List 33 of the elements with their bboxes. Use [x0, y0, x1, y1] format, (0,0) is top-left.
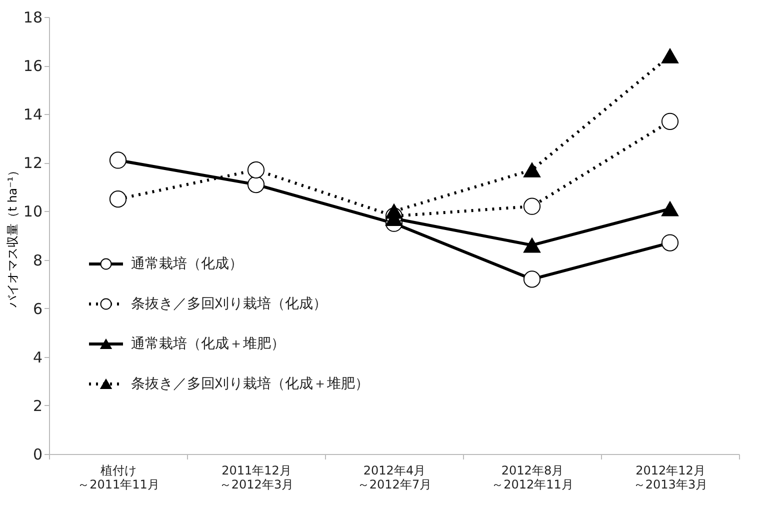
point [523, 198, 541, 215]
y-tick-label: 6 [32, 300, 42, 318]
y-tick-label: 16 [23, 57, 42, 76]
x-tick-label: 植付け～2011年11月 [78, 464, 160, 492]
point [661, 201, 679, 216]
y-tick-label: 14 [23, 106, 42, 124]
point [661, 112, 679, 130]
y-tick-label: 12 [23, 154, 42, 172]
point [523, 238, 541, 253]
point [661, 234, 679, 252]
point [661, 48, 679, 64]
point [247, 176, 265, 194]
y-axis-title: バイオマス収量（t ha⁻¹） [5, 164, 20, 308]
x-tick-label: 2012年4月～2012年7月 [357, 464, 432, 492]
legend-label: 条抜き／多回刈り栽培（化成＋堆肥） [131, 376, 369, 392]
point [109, 190, 127, 208]
legend-label: 通常栽培（化成） [131, 256, 243, 272]
point [523, 270, 541, 288]
legend-label: 条抜き／多回刈り栽培（化成） [131, 296, 327, 312]
y-tick-label: 18 [23, 8, 42, 26]
legend-label: 通常栽培（化成＋堆肥） [131, 336, 285, 352]
y-tick-label: 10 [23, 202, 42, 221]
x-tick-label: 2012年12月～2013年3月 [633, 464, 708, 492]
point [247, 161, 265, 178]
y-tick-label: 4 [32, 348, 42, 366]
y-tick-label: 8 [32, 251, 42, 270]
y-tick-label: 2 [32, 396, 42, 415]
x-tick-label: 2011年12月～2012年3月 [219, 464, 294, 492]
y-tick-label: 0 [32, 446, 42, 464]
point [109, 152, 127, 169]
x-tick-label: 2012年8月～2012年11月 [492, 464, 574, 492]
point [385, 204, 403, 219]
point [523, 162, 541, 178]
